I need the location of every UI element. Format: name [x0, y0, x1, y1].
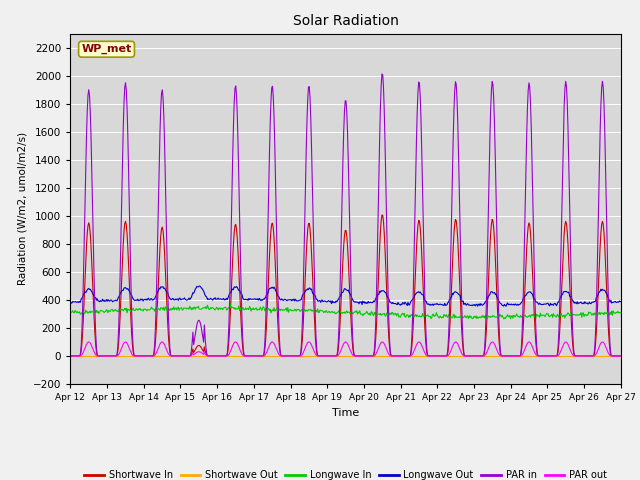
X-axis label: Time: Time [332, 408, 359, 418]
Text: WP_met: WP_met [81, 44, 132, 54]
Legend: Shortwave In, Shortwave Out, Longwave In, Longwave Out, PAR in, PAR out: Shortwave In, Shortwave Out, Longwave In… [81, 467, 611, 480]
Title: Solar Radiation: Solar Radiation [292, 14, 399, 28]
Y-axis label: Radiation (W/m2, umol/m2/s): Radiation (W/m2, umol/m2/s) [17, 132, 28, 286]
